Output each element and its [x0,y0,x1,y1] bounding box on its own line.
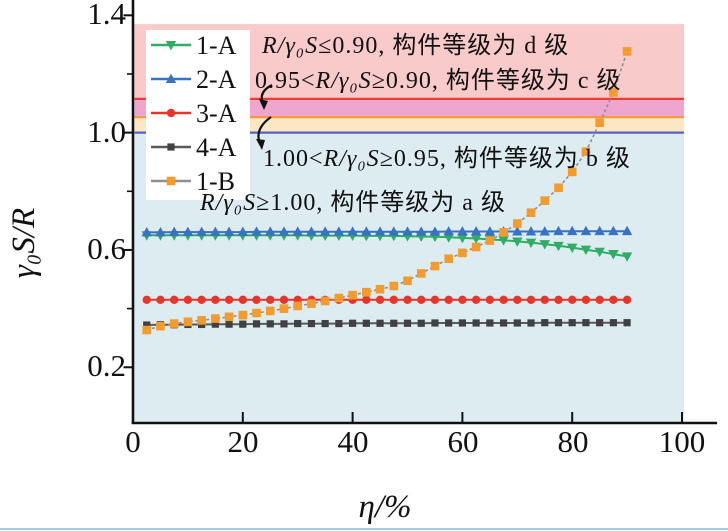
annotation-grade-b: 1.00<R/γ₀S≥0.95, 构件等级为 b 级 [263,145,631,172]
legend-icons [151,41,191,186]
series-3-A [142,295,632,305]
brace-arrow-b [256,116,272,150]
y-tick-0.6: 0.6 [87,231,126,266]
x-tick-0: 0 [125,424,141,459]
annotation-grade-a: R/γ₀S≥1.00, 构件等级为 a 级 [199,189,506,216]
y-tick-0.2: 0.2 [87,348,126,383]
legend-icon-1-A [151,41,191,51]
x-tick-100: 100 [659,424,706,459]
x-tick-80: 80 [558,424,589,459]
annotation-grade-d: R/γ₀S≤0.90, 构件等级为 d 级 [261,32,569,59]
data-series [141,47,633,335]
legend-label-3-A: 3-A [196,99,237,128]
x-tick-40: 40 [338,424,369,459]
axes [123,0,717,425]
legend-label-1-A: 1-A [196,31,237,60]
page-edge-line [0,528,728,530]
legend-label-2-A: 2-A [196,65,237,94]
x-tick-60: 60 [448,424,479,459]
legend-box [146,30,250,200]
band-grade-c [134,98,684,118]
y-axis-title: γ₀S/R [6,208,42,278]
annotation-grade-c: 0.95<R/γ₀S≥0.90, 构件等级为 c 级 [255,67,622,94]
y-tick-1.4: 1.4 [87,0,126,31]
series-line-1-B [146,51,628,331]
legend-label-4-A: 4-A [196,133,237,162]
x-axis-title: η/% [358,489,411,525]
brace-arrow-c [259,84,273,110]
legend-icon-1-B [151,176,191,186]
legend-icon-4-A [151,143,191,151]
x-tick-20: 20 [228,424,259,459]
band-grade-b [134,117,684,133]
legend-icon-2-A [151,73,191,83]
legend-label-1-B: 1-B [196,167,235,196]
series-1-B [142,47,632,335]
y-tick-1.0: 1.0 [87,114,126,149]
legend-icon-3-A [151,108,191,118]
